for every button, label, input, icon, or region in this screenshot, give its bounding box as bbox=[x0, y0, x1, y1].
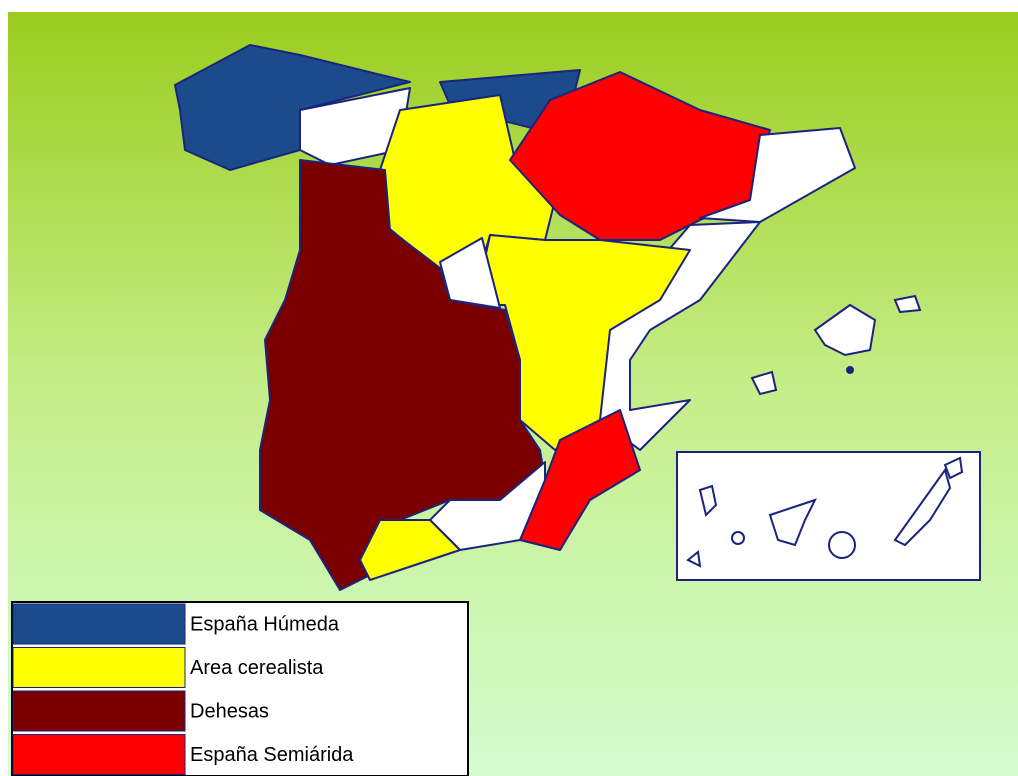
region bbox=[509, 71, 771, 241]
island bbox=[686, 550, 702, 568]
legend-label: Area cerealista bbox=[190, 657, 324, 679]
island bbox=[893, 467, 952, 547]
legend-swatch bbox=[12, 734, 186, 775]
canary-inset bbox=[676, 451, 981, 581]
island bbox=[768, 498, 817, 547]
island bbox=[943, 456, 964, 480]
legend: España Húmeda Area cerealista Dehesas Españ… bbox=[11, 601, 469, 776]
island bbox=[698, 484, 718, 517]
island bbox=[828, 531, 856, 559]
cabrera bbox=[846, 366, 854, 374]
region bbox=[359, 519, 461, 581]
balearic-islands bbox=[750, 294, 922, 396]
legend-label: Dehesas bbox=[190, 700, 269, 722]
legend-label: España Semiárida bbox=[190, 744, 354, 766]
ibiza bbox=[750, 370, 778, 396]
legend-swatch bbox=[12, 690, 186, 732]
region bbox=[299, 87, 411, 166]
mallorca bbox=[813, 303, 877, 357]
legend-swatch bbox=[12, 603, 186, 645]
regions bbox=[174, 44, 856, 591]
inset-box bbox=[676, 451, 981, 581]
island bbox=[731, 531, 745, 545]
legend-swatch bbox=[12, 647, 186, 688]
menorca bbox=[893, 294, 922, 314]
legend-label: España Húmeda bbox=[190, 613, 340, 635]
